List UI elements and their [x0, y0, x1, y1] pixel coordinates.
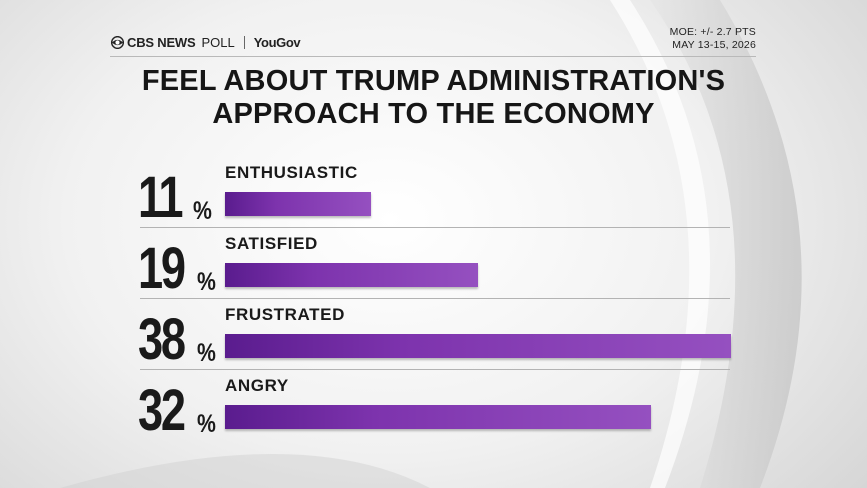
category-label-frustrated: FRUSTRATED	[225, 305, 345, 324]
percent-sign: %	[196, 410, 216, 438]
cbs-eye-icon	[111, 35, 124, 49]
value-label-enthusiastic: 11%	[138, 165, 216, 230]
poll-brand: CBS NEWS POLL YouGov	[111, 34, 301, 50]
category-label-angry: ANGRY	[225, 376, 289, 395]
brand-divider	[243, 35, 245, 49]
poll-date: MAY 13-15, 2026	[672, 39, 756, 51]
row-divider	[140, 298, 730, 299]
poll-meta: MOE: +/- 2.7 PTS MAY 13-15, 2026	[670, 26, 756, 52]
value-number: 11	[138, 165, 184, 230]
percent-sign: %	[196, 268, 216, 296]
bar-enthusiastic	[225, 192, 371, 216]
value-number: 19	[138, 236, 186, 301]
bar-frustrated	[225, 334, 731, 358]
value-label-satisfied: 19%	[138, 236, 219, 301]
value-number: 38	[138, 307, 186, 372]
header-divider	[110, 56, 756, 57]
value-number: 32	[138, 378, 186, 443]
percent-sign: %	[193, 197, 213, 225]
row-divider	[140, 227, 730, 228]
value-label-frustrated: 38%	[138, 307, 219, 372]
brand-cbs-news: CBS NEWS	[127, 34, 196, 50]
chart-title-line-1: FEEL ABOUT TRUMP ADMINISTRATION'S	[141, 65, 726, 97]
bar-angry	[225, 405, 651, 429]
category-label-enthusiastic: ENTHUSIASTIC	[225, 163, 358, 182]
percent-sign: %	[196, 339, 216, 367]
value-label-angry: 32%	[138, 378, 219, 443]
bar-satisfied	[225, 263, 478, 287]
category-label-satisfied: SATISFIED	[225, 234, 318, 253]
chart-title: FEEL ABOUT TRUMP ADMINISTRATION'S APPROA…	[0, 65, 867, 131]
brand-poll: POLL	[201, 34, 235, 50]
chart-title-line-2: APPROACH TO THE ECONOMY	[212, 98, 655, 130]
margin-of-error: MOE: +/- 2.7 PTS	[669, 26, 756, 38]
brand-yougov: YouGov	[253, 34, 301, 50]
row-divider	[140, 369, 730, 370]
